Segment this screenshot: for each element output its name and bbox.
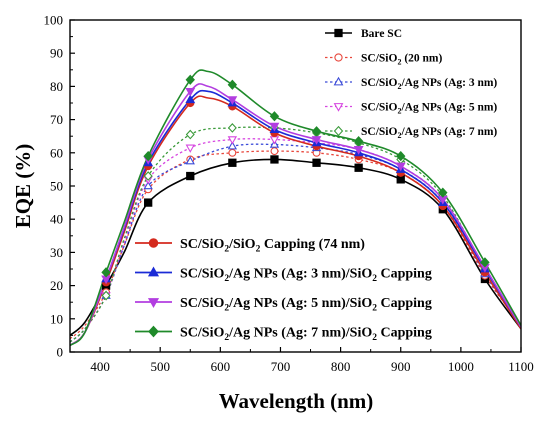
- legend-label-ag5: SC/SiO2/Ag NPs (Ag: 5 nm): [361, 102, 497, 116]
- y-tick-label: 80: [50, 79, 63, 94]
- legend-marker-ag5: [333, 103, 344, 112]
- y-axis-label: EQE (%): [11, 144, 35, 229]
- legend-marker-bare: [334, 28, 343, 38]
- data-point-ag5: [269, 136, 280, 145]
- data-point-ag3: [227, 141, 238, 150]
- y-tick-label: 20: [50, 278, 63, 293]
- axes-layer: 400 500 600 700 800 900 1000 1100 0 10 20 30 40 50 60 7…: [44, 13, 534, 375]
- data-point-cap5: [269, 122, 280, 132]
- data-point-bare: [270, 155, 279, 164]
- x-tick-label: 900: [391, 359, 411, 374]
- data-point-ag5: [227, 136, 238, 145]
- legend-marker-cap5: [147, 298, 160, 308]
- x-tick-label: 1000: [448, 359, 474, 374]
- legend-top: Bare SC SC/SiO2 (20 nm) SC/SiO2/Ag NPs (Ag…: [325, 28, 497, 140]
- data-point-ag3: [185, 156, 195, 165]
- data-point-cap7: [185, 74, 195, 85]
- legend-label-cap: SC/SiO2/SiO2 Capping (74 nm): [180, 237, 365, 255]
- legend-label-cap5: SC/SiO2/Ag NPs (Ag: 5 nm)/SiO2 Capping: [180, 296, 432, 314]
- x-tick-label: 400: [90, 359, 110, 374]
- y-tick-label: 40: [50, 212, 63, 227]
- x-tick-label: 500: [150, 359, 170, 374]
- x-axis-label: Wavelength (nm): [219, 389, 374, 413]
- data-point-cap7: [227, 79, 238, 90]
- legend-marker-ag7: [333, 125, 344, 137]
- series-line-ag7: [70, 126, 521, 343]
- legend-marker-cap: [148, 238, 159, 248]
- y-tick-label: 0: [57, 345, 64, 360]
- y-tick-label: 70: [50, 112, 63, 127]
- data-point-cap7: [101, 267, 111, 278]
- data-point-cap5: [227, 96, 238, 105]
- legend-marker-cap7: [148, 325, 159, 338]
- data-point-cap5: [311, 136, 322, 145]
- data-point-bare: [354, 163, 363, 172]
- data-point-ag7: [185, 129, 195, 140]
- y-tick-label: 100: [44, 13, 64, 28]
- data-point-cap5: [395, 162, 406, 172]
- x-tick-label: 600: [211, 359, 231, 374]
- legend-label-ag7: SC/SiO2/Ag NPs (Ag: 7 nm): [361, 126, 497, 140]
- legend-marker-sio2: [334, 53, 343, 62]
- data-point-bare: [312, 158, 321, 167]
- data-point-cap7: [480, 257, 490, 268]
- data-point-cap7: [269, 111, 280, 122]
- data-point-ag5: [185, 144, 195, 153]
- data-point-cap5: [185, 87, 196, 97]
- data-point-ag7: [143, 171, 153, 181]
- legend-label-cap7: SC/SiO2/Ag NPs (Ag: 7 nm)/SiO2 Capping: [180, 326, 432, 344]
- legend-label-sio2: SC/SiO2 (20 nm): [361, 53, 442, 67]
- data-point-cap7: [311, 126, 322, 137]
- y-tick-label: 60: [50, 145, 63, 160]
- data-point-cap3: [185, 94, 196, 104]
- y-tick-label: 30: [50, 245, 63, 260]
- x-tick-label: 800: [331, 359, 351, 374]
- data-point-cap7: [353, 136, 364, 147]
- data-point-bare: [186, 171, 195, 181]
- data-point-ag7: [227, 123, 237, 133]
- data-point-cap7: [143, 150, 153, 162]
- data-point-cap7: [396, 150, 406, 162]
- x-tick-label: 1100: [508, 359, 534, 374]
- legend-label-bare: Bare SC: [361, 28, 402, 40]
- legend-label-ag3: SC/SiO2/Ag NPs (Ag: 3 nm): [361, 77, 497, 91]
- data-point-sio2: [270, 147, 279, 156]
- legend-bottom: SC/SiO2/SiO2 Capping (74 nm) SC/SiO2/Ag N…: [135, 237, 432, 343]
- data-point-bare: [144, 198, 153, 207]
- y-tick-label: 50: [50, 179, 63, 194]
- legend-marker-ag3: [333, 76, 344, 86]
- y-tick-label: 10: [50, 311, 63, 326]
- marker-layer: [101, 74, 490, 301]
- legend-label-cap3: SC/SiO2/Ag NPs (Ag: 3 nm)/SiO2 Capping: [180, 267, 432, 285]
- data-point-ag3: [143, 180, 153, 190]
- data-point-bare: [228, 158, 237, 167]
- data-point-cap5: [353, 146, 364, 155]
- data-point-cap7: [438, 187, 448, 198]
- data-point-sio2: [228, 148, 237, 157]
- legend-marker-cap3: [147, 266, 160, 277]
- x-tick-label: 700: [271, 359, 291, 374]
- y-tick-label: 90: [50, 46, 63, 61]
- data-point-ag7: [101, 290, 111, 301]
